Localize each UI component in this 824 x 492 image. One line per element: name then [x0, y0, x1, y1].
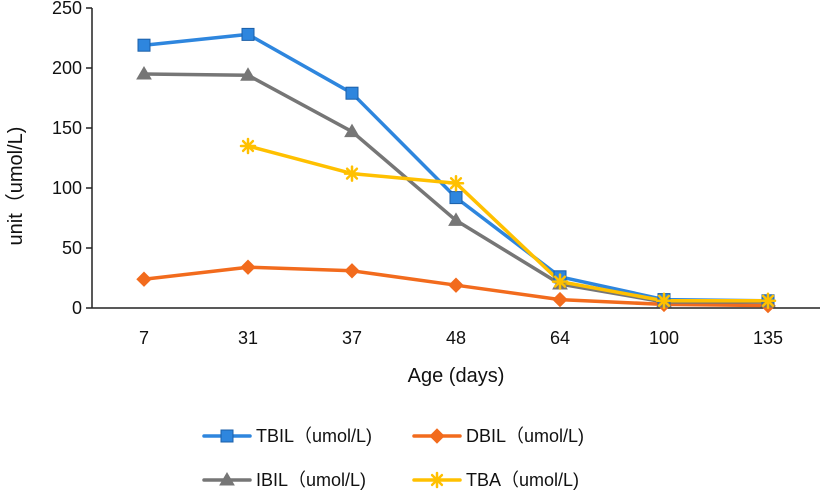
data-point-ibil	[448, 212, 464, 226]
data-point-dbil	[136, 271, 152, 287]
data-point-dbil	[240, 259, 256, 275]
x-tick-label: 135	[753, 328, 783, 348]
data-point-tba	[447, 174, 465, 192]
data-point-tbil	[137, 38, 151, 52]
x-tick-label: 48	[446, 328, 466, 348]
x-tick-label: 100	[649, 328, 679, 348]
legend-item-tba: TBA（umol/L)	[412, 470, 579, 490]
series	[142, 32, 770, 308]
y-tick-label: 100	[52, 178, 82, 198]
legend-label: TBA（umol/L)	[466, 470, 579, 490]
legend: TBIL（umol/L) DBIL（umol/L) IBIL（umol/L) TBA（…	[202, 426, 584, 490]
legend-marker	[429, 428, 445, 444]
legend-label: TBIL（umol/L)	[256, 426, 372, 446]
legend-label: IBIL（umol/L)	[256, 470, 366, 490]
data-point-dbil	[552, 291, 568, 308]
y-tick-label: 50	[62, 238, 82, 258]
x-ticks: 7 31 37 48 64 100 135	[139, 328, 783, 348]
data-point-tba	[239, 137, 257, 155]
series-line-tba	[246, 144, 770, 303]
data-point-tbil	[449, 191, 463, 205]
y-tick-label: 250	[52, 0, 82, 18]
legend-marker	[428, 471, 446, 489]
y-axis-title: unit（umol/L)	[4, 127, 27, 246]
legend-item-ibil: IBIL（umol/L)	[202, 470, 366, 490]
legend-item-dbil: DBIL（umol/L)	[412, 426, 584, 446]
data-point-tba	[551, 273, 569, 290]
data-point-dbil	[448, 277, 464, 293]
y-tick-label: 200	[52, 58, 82, 78]
legend-marker	[220, 429, 234, 443]
y-ticks: 0 50 100 150 200 250	[52, 0, 92, 318]
data-point-ibil	[240, 67, 256, 81]
legend-item-tbil: TBIL（umol/L)	[202, 426, 372, 446]
x-tick-label: 37	[342, 328, 362, 348]
x-tick-label: 7	[139, 328, 149, 348]
axes	[91, 8, 820, 309]
data-point-tbil	[241, 27, 255, 41]
x-axis-title: Age (days)	[408, 365, 505, 387]
data-point-tbil	[345, 86, 359, 100]
legend-label: DBIL（umol/L)	[466, 426, 584, 446]
data-point-ibil	[344, 123, 360, 138]
y-tick-label: 150	[52, 118, 82, 138]
data-point-tba	[655, 292, 673, 310]
x-tick-label: 64	[550, 328, 570, 348]
data-point-ibil	[136, 66, 152, 80]
x-tick-label: 31	[238, 328, 258, 348]
data-point-tba	[759, 292, 777, 310]
legend-marker	[219, 472, 235, 486]
data-point-dbil	[344, 263, 360, 279]
markers	[136, 27, 777, 314]
y-tick-label: 0	[72, 298, 82, 318]
data-point-tba	[343, 165, 361, 182]
